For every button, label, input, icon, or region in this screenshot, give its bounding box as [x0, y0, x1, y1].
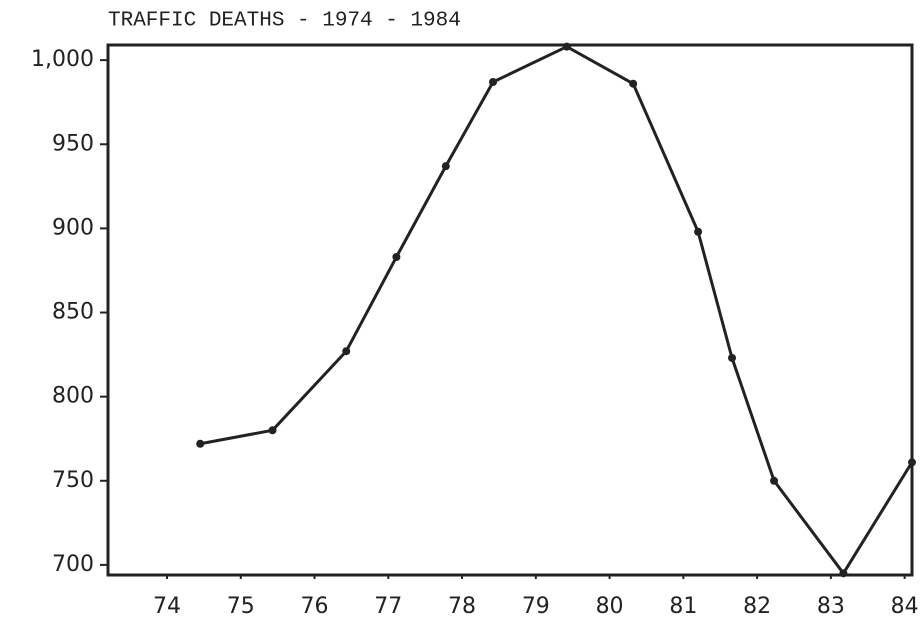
x-tick-label: 80 [596, 594, 624, 619]
point [694, 227, 703, 236]
point [441, 162, 450, 171]
x-tick-label: 74 [153, 594, 181, 619]
point [629, 79, 638, 88]
point [342, 347, 351, 356]
y-tick-label: 750 [52, 468, 94, 493]
x-tick-label: 83 [817, 594, 845, 619]
point [770, 476, 779, 485]
point [728, 353, 737, 362]
y-tick-label: 700 [52, 552, 94, 577]
y-tick-label: 850 [52, 300, 94, 325]
y-tick-label: 900 [52, 215, 94, 240]
point [562, 42, 571, 51]
x-tick-label: 79 [522, 594, 550, 619]
line [199, 45, 914, 575]
x-tick-label: 78 [448, 594, 476, 619]
y-tick-label: 800 [52, 384, 94, 409]
point [268, 426, 277, 435]
x-tick-label: 82 [743, 594, 771, 619]
x-tick-label: 76 [301, 594, 329, 619]
point [489, 78, 498, 87]
x-tick-label: 84 [891, 594, 919, 619]
y-tick-label: 1,000 [31, 47, 94, 72]
chart-title: TRAFFIC DEATHS - 1974 - 1984 [108, 10, 461, 33]
point [392, 253, 401, 261]
point [908, 458, 916, 467]
x-tick-label: 81 [669, 594, 697, 619]
y-tick-label: 950 [52, 131, 94, 156]
plot-frame [106, 43, 914, 577]
point [196, 439, 205, 448]
x-tick-label: 77 [374, 594, 402, 619]
point [839, 569, 848, 578]
x-tick-label: 75 [227, 594, 255, 619]
